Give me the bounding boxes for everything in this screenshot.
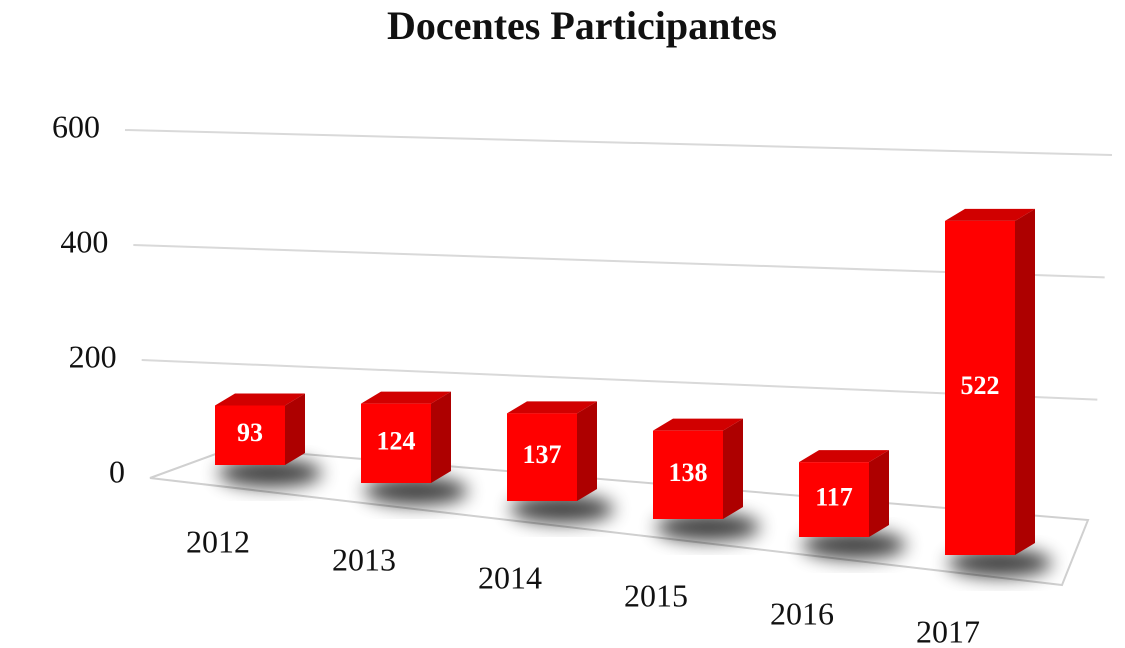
y-tick-label: 400	[60, 223, 108, 259]
bar-top	[945, 208, 1035, 221]
bar	[215, 393, 305, 465]
bar	[799, 450, 889, 537]
value-label: 138	[669, 458, 708, 487]
bar-shadow	[656, 513, 760, 541]
bar-top	[507, 401, 597, 414]
bar-side	[285, 393, 305, 465]
value-label: 522	[961, 371, 1000, 400]
bar-side	[869, 450, 889, 537]
y-tick-label: 0	[109, 453, 125, 489]
x-tick-label: 2016	[770, 595, 834, 631]
bar-shadow	[948, 549, 1052, 577]
bar-top	[653, 418, 743, 431]
bar-top	[361, 391, 451, 404]
chart-title: Docentes Participantes	[387, 3, 777, 48]
bar-front	[799, 462, 869, 537]
grid-line	[133, 244, 1105, 279]
grid-line	[124, 129, 1113, 156]
bar-shadow	[802, 531, 906, 559]
y-tick-label: 200	[69, 338, 117, 374]
bar-shadow	[218, 459, 322, 487]
bar-front	[945, 220, 1015, 556]
grid-line	[141, 359, 1098, 401]
bar-shadow	[364, 477, 468, 505]
bar-top	[215, 393, 305, 406]
bar-side	[723, 418, 743, 519]
bar-side	[431, 391, 451, 483]
value-label: 137	[523, 440, 562, 469]
value-label: 124	[377, 426, 416, 455]
bar-front	[507, 413, 577, 501]
bar-front	[653, 430, 723, 519]
x-tick-label: 2015	[624, 577, 688, 613]
bar	[653, 418, 743, 519]
bar	[361, 391, 451, 483]
x-tick-label: 2013	[332, 541, 396, 577]
bar-side	[577, 401, 597, 501]
x-tick-label: 2014	[478, 559, 542, 595]
value-label: 93	[237, 418, 263, 447]
x-tick-label: 2017	[916, 613, 980, 648]
bar	[507, 401, 597, 501]
bar-side	[1015, 208, 1035, 556]
bar-front	[361, 403, 431, 483]
y-tick-label: 600	[52, 108, 100, 144]
bar-top	[799, 450, 889, 463]
bar-front	[215, 405, 285, 465]
value-label: 117	[815, 483, 853, 512]
bar-shadow	[510, 495, 614, 523]
x-tick-label: 2012	[186, 523, 250, 559]
bar	[945, 208, 1035, 556]
